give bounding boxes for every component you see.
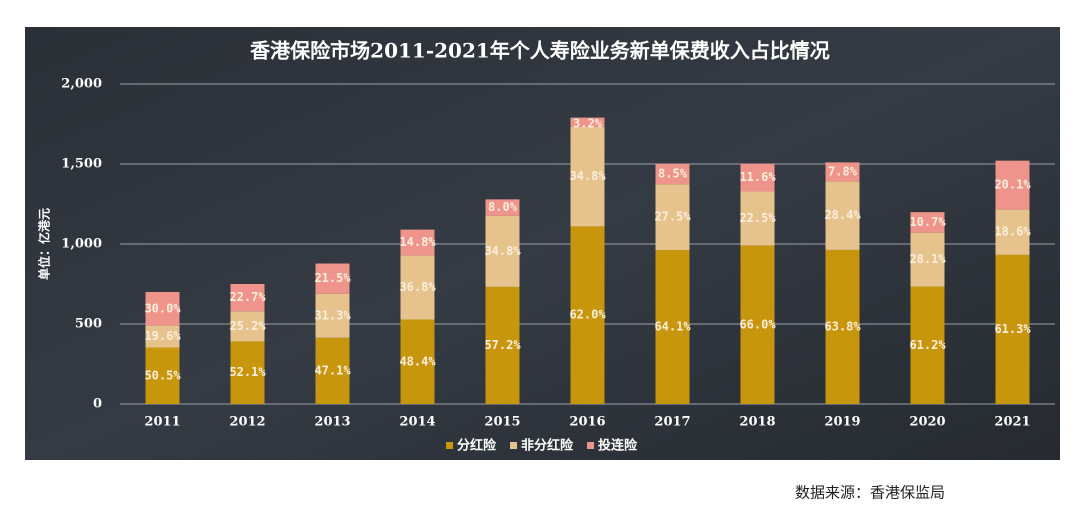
bar-segment <box>145 347 180 404</box>
percent-label: 61.3% <box>994 322 1031 336</box>
bar-segment <box>400 229 435 256</box>
x-tick-label: 2020 <box>909 415 945 430</box>
bar-segment <box>825 162 860 182</box>
percent-label: 19.6% <box>144 329 181 343</box>
x-tick-label: 2013 <box>314 415 350 430</box>
percent-label: 14.8% <box>399 235 436 249</box>
percent-label: 10.7% <box>909 215 946 229</box>
y-tick-label: 500 <box>75 317 102 332</box>
chart-title: 香港保险市场2011-2021年个人寿险业务新单保费收入占比情况 <box>250 39 830 63</box>
y-tick-label: 1,000 <box>61 237 102 252</box>
bar-segment <box>825 181 860 250</box>
legend-swatch <box>587 442 595 449</box>
bar-segment <box>570 226 605 404</box>
percent-label: 28.1% <box>909 252 946 266</box>
percent-label: 20.1% <box>994 178 1031 192</box>
percent-label: 25.2% <box>229 319 266 333</box>
bar-segment <box>995 254 1030 404</box>
legend-swatch <box>510 442 518 449</box>
percent-label: 63.8% <box>824 319 861 333</box>
percent-label: 8.5% <box>658 166 688 180</box>
bar-segment <box>315 293 350 338</box>
bar-segment <box>655 184 690 251</box>
percent-label: 52.1% <box>229 365 266 379</box>
percent-label: 28.4% <box>824 208 861 222</box>
bar-segment <box>145 292 180 326</box>
y-tick-label: 0 <box>93 397 102 412</box>
percent-label: 50.5% <box>144 368 181 382</box>
percent-label: 18.6% <box>994 225 1031 239</box>
percent-label: 27.5% <box>654 210 691 224</box>
percent-label: 21.5% <box>314 271 351 285</box>
bar-segment <box>910 286 945 404</box>
percent-label: 11.6% <box>739 170 776 184</box>
percent-label: 22.5% <box>739 211 776 225</box>
legend-label: 非分红险 <box>521 438 574 454</box>
percent-label: 22.7% <box>229 290 266 304</box>
y-axis-label: 单位：亿港元 <box>37 208 52 280</box>
bar-segment <box>230 284 265 312</box>
percent-label: 30.0% <box>144 301 181 315</box>
x-tick-label: 2016 <box>569 415 605 430</box>
legend-swatch <box>446 442 453 449</box>
percent-label: 34.8% <box>569 169 606 183</box>
bar-segment <box>655 163 690 185</box>
bar-segment <box>400 319 435 404</box>
bar-segment <box>315 263 350 294</box>
bar-segment <box>655 250 690 404</box>
x-tick-label: 2021 <box>994 415 1030 430</box>
percent-label: 36.8% <box>399 280 436 294</box>
percent-label: 31.3% <box>314 308 351 322</box>
y-tick-label: 2,000 <box>61 77 102 92</box>
source: 数据来源：香港保监局 <box>795 484 945 502</box>
percent-label: 57.2% <box>484 338 521 352</box>
bar-segment <box>910 212 945 233</box>
x-tick-label: 2015 <box>484 415 520 430</box>
percent-label: 8.0% <box>488 200 518 214</box>
percent-label: 3.2% <box>573 117 603 131</box>
bar-segment <box>485 199 520 216</box>
percent-label: 48.4% <box>399 354 436 368</box>
percent-label: 7.8% <box>828 164 858 178</box>
percent-label: 62.0% <box>569 308 606 322</box>
bar-segment <box>230 311 265 342</box>
percent-label: 61.2% <box>909 338 946 352</box>
y-tick-label: 1,500 <box>61 157 102 172</box>
bar-segment <box>740 163 775 192</box>
percent-label: 66.0% <box>739 317 776 331</box>
bar-segment <box>230 341 265 404</box>
bar-segment <box>485 215 520 287</box>
bar-segment <box>740 245 775 404</box>
bar-segment <box>315 337 350 404</box>
x-tick-label: 2018 <box>739 415 775 430</box>
bar-segment <box>910 232 945 287</box>
legend-label: 投连险 <box>598 438 638 454</box>
bar-segment <box>825 249 860 404</box>
percent-label: 47.1% <box>314 363 351 377</box>
x-tick-label: 2019 <box>824 415 860 430</box>
bar-segment <box>995 209 1030 255</box>
bar-segment <box>995 160 1030 210</box>
bar-segment <box>570 117 605 127</box>
percent-label: 34.8% <box>484 244 521 258</box>
legend-label: 分红险 <box>457 438 497 454</box>
bar-segment <box>145 325 180 348</box>
x-tick-label: 2017 <box>654 415 690 430</box>
bar-segment <box>570 126 605 227</box>
x-tick-label: 2012 <box>229 415 265 430</box>
bar-segment <box>740 191 775 246</box>
bar-segment <box>485 286 520 404</box>
bar-segment <box>400 255 435 320</box>
x-tick-label: 2014 <box>399 415 435 430</box>
x-tick-label: 2011 <box>144 415 180 430</box>
percent-label: 64.1% <box>654 320 691 334</box>
